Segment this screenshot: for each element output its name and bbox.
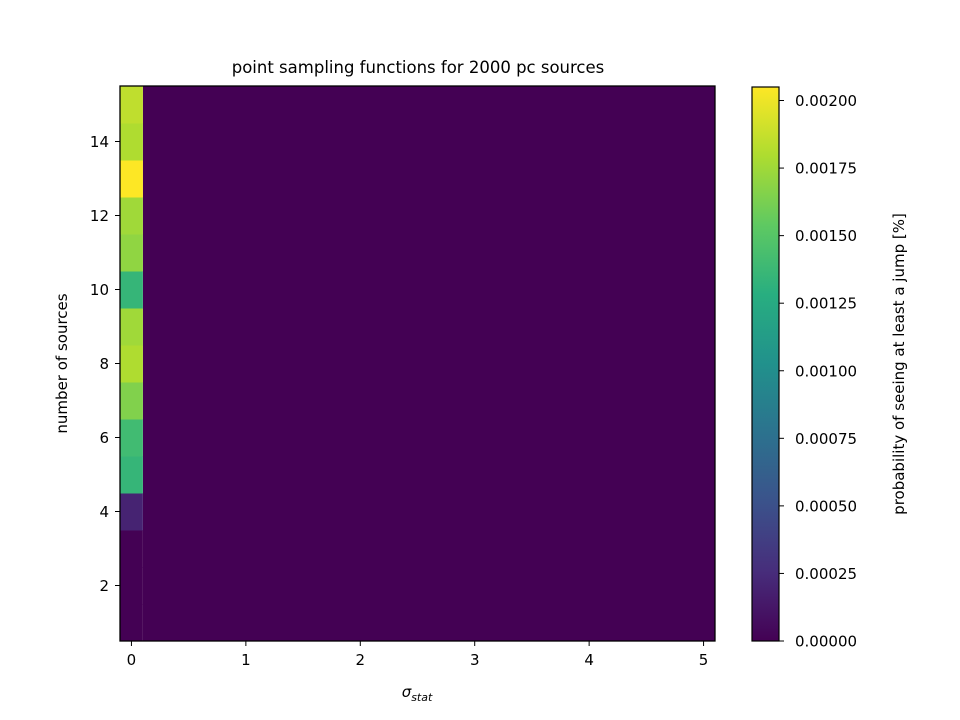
x-axis: 0 1 2 3 4 5 [127, 641, 709, 669]
colorbar-tick-label: 0.00200 [795, 92, 857, 110]
y-tick-label: 8 [99, 355, 109, 373]
y-tick-label: 6 [99, 429, 109, 447]
x-tick-label: 2 [356, 651, 366, 669]
heatmap-cell [120, 530, 143, 568]
heatmap-cell [120, 234, 143, 272]
heatmap-cells [120, 86, 715, 642]
heatmap-cell [120, 345, 143, 383]
x-axis-label-subscript: stat [411, 691, 433, 704]
colorbar-tick-label: 0.00000 [795, 633, 857, 651]
colorbar-label: probability of seeing at least a jump [%… [890, 213, 908, 515]
x-tick-label: 1 [241, 651, 251, 669]
colorbar-tick-label: 0.00175 [795, 160, 857, 178]
y-axis-label: number of sources [53, 293, 71, 433]
y-tick-label: 10 [90, 281, 109, 299]
heatmap-cell [120, 493, 143, 531]
y-tick-label: 4 [99, 503, 109, 521]
colorbar-tick-label: 0.00050 [795, 497, 857, 515]
x-tick-label: 5 [699, 651, 709, 669]
colorbar-ticks: 0.00000 0.00025 0.00050 0.00075 0.00100 0.001… [779, 92, 857, 651]
y-axis: 2 4 6 8 10 12 14 [90, 133, 120, 595]
heatmap-cell [120, 271, 143, 309]
heatmap-cell [120, 308, 143, 346]
x-tick-label: 4 [584, 651, 594, 669]
heatmap-cell [120, 197, 143, 235]
chart-title: point sampling functions for 2000 pc sou… [232, 58, 605, 77]
heatmap-cell [120, 419, 143, 457]
x-tick-label: 0 [127, 651, 137, 669]
heatmap-cell [120, 604, 143, 642]
heatmap-background-cells [142, 86, 715, 641]
heatmap-cell [120, 456, 143, 494]
colorbar-tick-label: 0.00025 [795, 565, 857, 583]
colorbar-tick-label: 0.00150 [795, 227, 857, 245]
y-tick-label: 2 [99, 577, 109, 595]
x-tick-label: 3 [470, 651, 480, 669]
heatmap-cell [120, 567, 143, 605]
heatmap-cell [120, 86, 143, 124]
y-tick-label: 14 [90, 133, 109, 151]
colorbar [751, 86, 780, 642]
colorbar-tick-label: 0.00075 [795, 430, 857, 448]
y-tick-label: 12 [90, 207, 109, 225]
colorbar-tick-label: 0.00125 [795, 295, 857, 313]
heatmap-cell [120, 382, 143, 420]
x-axis-label-main: σ [402, 683, 412, 701]
x-axis-label: σstat [402, 683, 433, 704]
heatmap-cell [120, 123, 143, 161]
heatmap-cell [120, 160, 143, 198]
colorbar-tick-label: 0.00100 [795, 362, 857, 380]
